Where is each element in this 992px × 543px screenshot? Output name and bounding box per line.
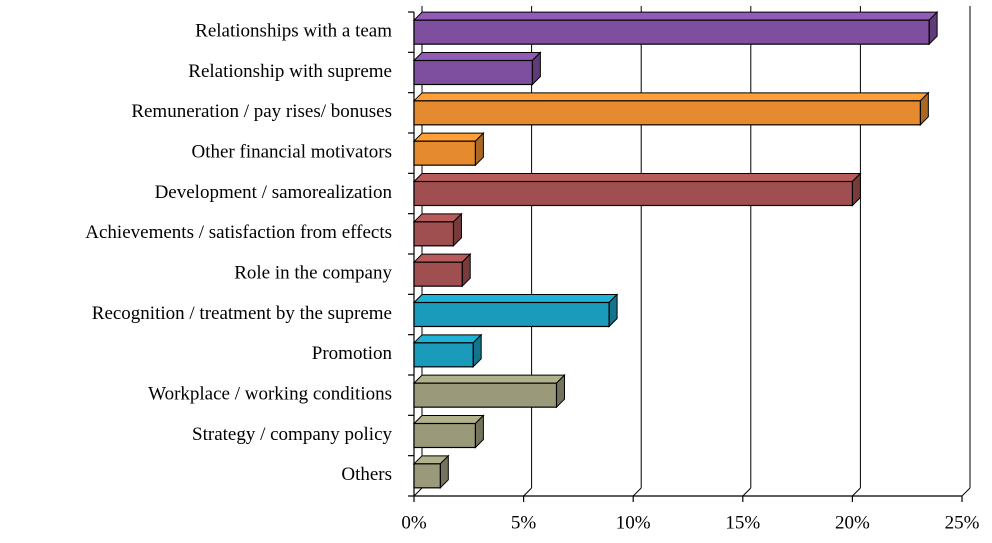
bar (412, 51, 542, 86)
floor-line (742, 487, 752, 497)
floor-line (523, 487, 532, 497)
bar-front (413, 422, 476, 449)
bar-top (412, 253, 472, 263)
bar (412, 373, 566, 409)
x-tick-label: 10% (616, 512, 651, 533)
bar-top (412, 415, 485, 424)
floor-line (961, 487, 971, 497)
bar-front (413, 180, 853, 207)
bar (412, 333, 483, 369)
bar-front (413, 140, 476, 166)
bar-front (413, 342, 474, 368)
y-tick-label: Workplace / working conditions (148, 384, 392, 405)
bar (412, 91, 930, 127)
bar-top (412, 11, 939, 21)
bar-top (412, 52, 542, 61)
bar-front (413, 301, 610, 328)
y-tick-label: Relationships with a team (195, 21, 392, 42)
bar (412, 293, 619, 328)
y-tick-label: Relationship with supreme (188, 61, 392, 82)
bar-front (413, 59, 533, 86)
y-tick-label: Role in the company (234, 263, 392, 284)
y-tick-label: Other financial motivators (192, 142, 393, 163)
bar-top (412, 92, 930, 102)
x-tick-label: 0% (401, 512, 427, 533)
x-tick-label: 5% (511, 512, 537, 533)
x-tick-label: 20% (835, 512, 870, 533)
bar-front (413, 382, 558, 408)
bar (412, 131, 485, 167)
bar-front (413, 19, 930, 45)
bar (412, 172, 862, 207)
floor-line (632, 487, 642, 497)
y-tick-label: Strategy / company policy (192, 424, 392, 445)
floor-line (413, 487, 423, 497)
bar-front (413, 221, 455, 247)
y-tick-label: Remuneration / pay rises/ bonuses (131, 101, 392, 122)
bar-top (412, 294, 619, 303)
y-tick-label: Achievements / satisfaction from effects (85, 222, 392, 243)
bar (412, 252, 472, 288)
bar (412, 10, 939, 46)
x-tick-label: 15% (725, 512, 760, 533)
bar-top (412, 132, 485, 142)
y-tick-label: Development / samorealization (155, 182, 393, 203)
bar-top (412, 374, 566, 384)
bar-top (412, 173, 862, 182)
bar (412, 454, 450, 490)
bar-top (412, 334, 483, 344)
bar (412, 212, 463, 248)
bar-front (413, 261, 463, 287)
bar-front (413, 100, 921, 126)
y-tick-label: Others (341, 464, 392, 485)
bar-front (413, 463, 441, 489)
bar (412, 414, 485, 449)
x-tick-label: 25% (945, 512, 980, 533)
y-tick-label: Promotion (312, 343, 393, 364)
floor-line (852, 487, 861, 497)
y-tick-label: Recognition / treatment by the supreme (92, 303, 392, 324)
